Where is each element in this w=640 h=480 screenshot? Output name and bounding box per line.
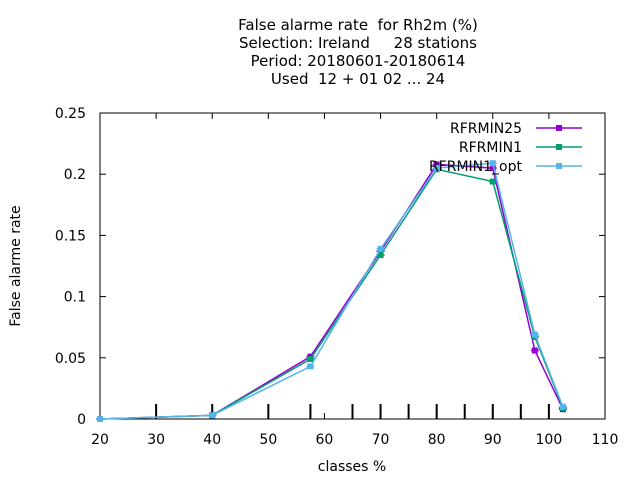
x-tick-label: 60: [316, 432, 334, 448]
series-group: [96, 160, 567, 422]
x-axis-label: classes %: [318, 459, 386, 475]
x-tick-label: 100: [536, 432, 563, 448]
y-tick-label: 0: [77, 412, 86, 428]
title-line-3: Period: 20180601-20180614: [250, 52, 466, 70]
x-tick-label: 90: [484, 432, 502, 448]
y-tick-label: 0.2: [64, 167, 86, 183]
legend-marker: [556, 144, 562, 150]
legend-marker: [556, 125, 562, 131]
x-axis: 20 30 40 50 60 70 80 90 100 110: [91, 113, 618, 448]
x-tick-label: 70: [372, 432, 390, 448]
y-axis-label: False alarme rate: [8, 205, 24, 326]
chart-title: False alarme rate for Rh2m (%) Selection…: [0, 16, 640, 88]
x-tick-label: 110: [592, 432, 619, 448]
series-line: [99, 168, 564, 420]
series-line: [99, 162, 564, 420]
x-tick-label: 50: [259, 432, 277, 448]
y-tick-label: 0.15: [55, 228, 86, 244]
title-line-1: False alarme rate for Rh2m (%): [238, 16, 478, 34]
y-axis: 0 0.05 0.1 0.15 0.2 0.25: [55, 106, 605, 428]
legend-label: RFRMIN1: [459, 140, 522, 156]
x-tick-label: 80: [428, 432, 446, 448]
legend-marker: [556, 163, 562, 169]
x-tick-label: 30: [147, 432, 165, 448]
title-line-4: Used 12 + 01 02 ... 24: [270, 70, 446, 88]
y-tick-label: 0.25: [55, 106, 86, 122]
legend-label: RFRMIN25: [450, 121, 522, 137]
y-tick-label: 0.05: [55, 351, 86, 367]
plot-frame: [99, 112, 606, 420]
title-line-2: Selection: Ireland 28 stations: [239, 34, 477, 52]
x-tick-label: 40: [203, 432, 221, 448]
series-line: [99, 163, 564, 420]
legend: RFRMIN25 RFRMIN1 RFRMIN1_opt: [429, 121, 582, 175]
x-tick-label: 20: [91, 432, 109, 448]
y-tick-label: 0.1: [64, 290, 86, 306]
legend-label: RFRMIN1_opt: [429, 159, 523, 175]
